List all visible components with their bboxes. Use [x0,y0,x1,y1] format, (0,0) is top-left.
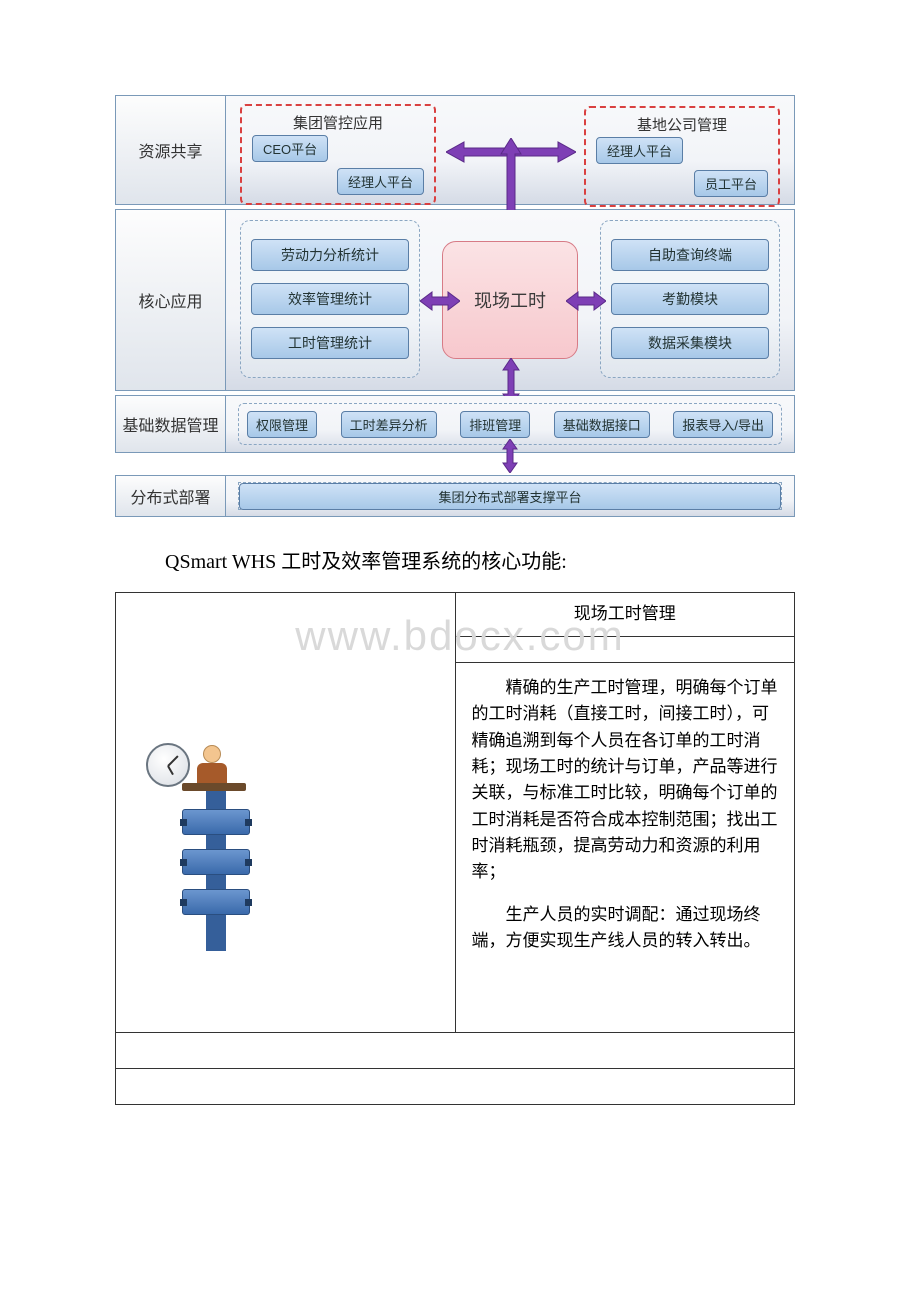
layer-content: 集团管控应用 CEO平台 经理人平台 基地公司管理 经理人平台 员工平台 [226,96,794,204]
distributed-bar: 集团分布式部署支撑平台 [238,482,782,510]
pill-report-io: 报表导入/导出 [673,411,773,438]
pill-workhour-diff: 工时差异分析 [341,411,437,438]
pill-distributed-platform: 集团分布式部署支撑平台 [239,483,781,510]
clock-icon [146,743,190,787]
pill-manager-platform: 经理人平台 [596,137,683,164]
pill-permission: 权限管理 [247,411,317,438]
pill-attendance: 考勤模块 [611,283,769,315]
table-row [116,1033,795,1069]
cell-description: 精确的生产工时管理，明确每个订单的工时消耗（直接工时，间接工时），可精确追溯到每… [455,662,795,1032]
table-row: 现场工时管理 [116,593,795,637]
center-onsite-workhour: 现场工时 [442,241,578,359]
segment-icon [182,809,250,835]
pill-efficiency-stats: 效率管理统计 [251,283,409,315]
base-data-group: 权限管理 工时差异分析 排班管理 基础数据接口 报表导入/导出 [238,403,782,445]
layer-content: 劳动力分析统计 效率管理统计 工时管理统计 现场工时 自助查询终端 考勤模块 数… [226,210,794,390]
layer-distributed: 分布式部署 集团分布式部署支撑平台 [115,475,795,517]
paragraph: 精确的生产工时管理，明确每个订单的工时消耗（直接工时，间接工时），可精确追溯到每… [472,675,779,886]
pill-data-collect: 数据采集模块 [611,327,769,359]
pill-ceo-platform: CEO平台 [252,135,328,162]
cell-empty [455,636,795,662]
layer-label: 核心应用 [116,210,226,390]
cell-illustration [116,593,456,1033]
pill-workhour-stats: 工时管理统计 [251,327,409,359]
right-modules-group: 自助查询终端 考勤模块 数据采集模块 [600,220,780,378]
function-table: 现场工时管理 精确的生产工时管理，明确每个订单的工时消耗（直接工时，间接工时），… [115,592,795,1105]
pill-basedata-api: 基础数据接口 [554,411,650,438]
pill-shift-mgmt: 排班管理 [460,411,530,438]
pill-labor-analysis: 劳动力分析统计 [251,239,409,271]
table-row [116,1069,795,1105]
pill-manager-platform: 经理人平台 [337,168,424,195]
layer-label: 分布式部署 [116,476,226,516]
group-title: 集团管控应用 [252,112,424,133]
layer-label: 基础数据管理 [116,396,226,452]
section-heading: QSmart WHS 工时及效率管理系统的核心功能: [165,545,920,574]
group-title: 基地公司管理 [596,114,768,135]
group-management-apps: 集团管控应用 CEO平台 经理人平台 [240,104,436,205]
cell-title: 现场工时管理 [455,593,795,637]
workhour-illustration-icon [146,743,286,963]
layer-core-apps: 核心应用 劳动力分析统计 效率管理统计 工时管理统计 现场工时 自助查询终端 考… [115,209,795,391]
arrow-horizontal-icon [446,140,576,164]
cell-empty [116,1069,795,1105]
cell-empty [116,1033,795,1069]
layer-base-data: 基础数据管理 权限管理 工时差异分析 排班管理 基础数据接口 报表导入/导出 [115,395,795,453]
paragraph: 生产人员的实时调配：通过现场终端，方便实现生产线人员的转入转出。 [472,902,779,955]
layer-content: 权限管理 工时差异分析 排班管理 基础数据接口 报表导入/导出 [226,396,794,452]
segment-icon [182,849,250,875]
layer-resource-share: 资源共享 集团管控应用 CEO平台 经理人平台 基地公司管理 经理人平台 员工平… [115,95,795,205]
pill-employee-platform: 员工平台 [694,170,768,197]
architecture-diagram: 资源共享 集团管控应用 CEO平台 经理人平台 基地公司管理 经理人平台 员工平… [115,95,795,517]
base-company-mgmt: 基地公司管理 经理人平台 员工平台 [584,106,780,207]
pill-self-query: 自助查询终端 [611,239,769,271]
layer-content: 集团分布式部署支撑平台 [226,476,794,516]
desk-icon [182,783,246,791]
center-label: 现场工时 [474,287,546,313]
segment-icon [182,889,250,915]
layer-label: 资源共享 [116,96,226,204]
left-stats-group: 劳动力分析统计 效率管理统计 工时管理统计 [240,220,420,378]
